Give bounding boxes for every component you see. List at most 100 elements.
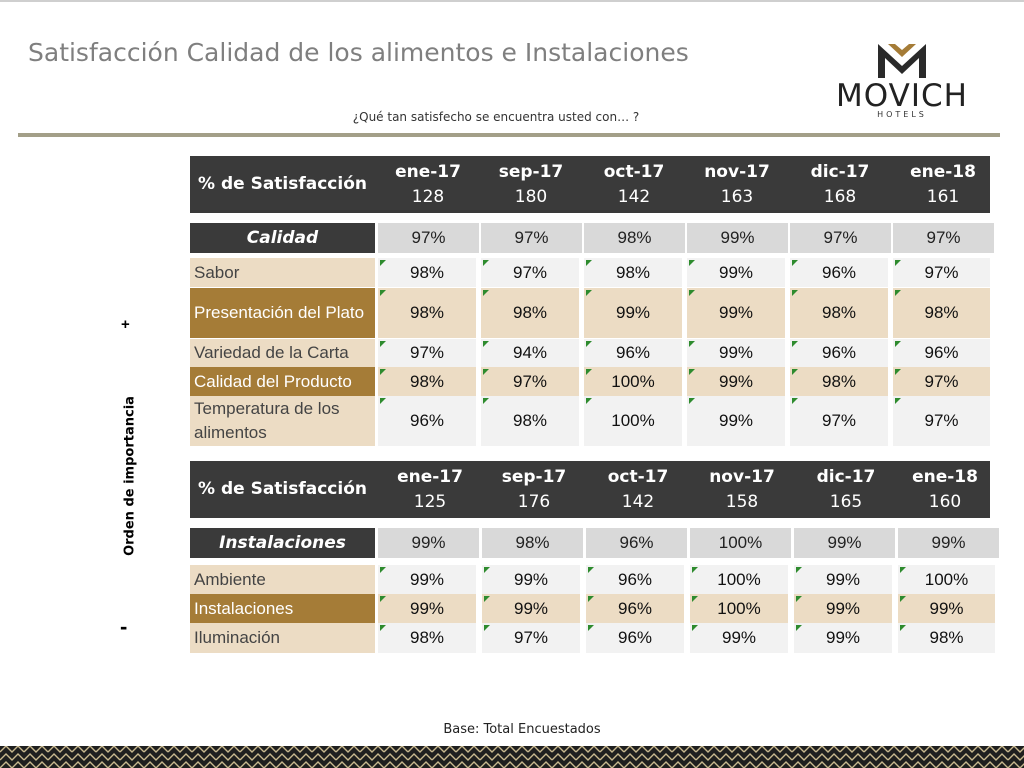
cell-flag-icon [586,290,592,296]
category-value: 99% [687,223,788,253]
page-title: Satisfacción Calidad de los alimentos e … [28,38,689,67]
cell-flag-icon [586,398,592,404]
row-label: Ambiente [190,565,375,594]
row-value: 97% [821,411,857,430]
row-value-cell: 98% [584,258,682,287]
cell-flag-icon [689,260,695,266]
cell-flag-icon [792,369,798,375]
cell-flag-icon [483,369,489,375]
row-value-cell: 96% [893,339,990,367]
cell-flag-icon [792,341,798,347]
row-value-cell: 99% [687,339,785,367]
cell-flag-icon [588,625,594,631]
row-value: 100% [611,371,655,391]
cell-flag-icon [900,625,906,631]
row-value: 96% [617,569,653,589]
cell-flag-icon [588,596,594,602]
row-value: 97% [924,411,959,430]
row-value-cell: 99% [898,594,995,623]
cell-flag-icon [692,567,698,573]
row-value-cell: 100% [690,594,788,623]
cell-flag-icon [689,341,695,347]
header-base-count: 161 [926,187,960,207]
header-column: ene-18 161 [893,160,993,210]
row-value-cell: 96% [790,258,888,287]
row-value-cell: 97% [481,367,579,396]
cell-flag-icon [692,625,698,631]
header-base-count: 158 [725,492,759,512]
row-value: 97% [924,371,959,391]
logo-wordmark: MOVICH [836,78,968,114]
cell-flag-icon [586,341,592,347]
header-month: ene-17 [397,467,463,487]
cell-flag-icon [792,260,798,266]
category-label: Instalaciones [190,528,375,558]
row-value-cell: 100% [898,565,995,594]
row-value: 98% [821,371,857,391]
row-value-cell: 99% [794,594,892,623]
cell-flag-icon [692,596,698,602]
row-value-cell: 99% [482,565,580,594]
row-value: 96% [617,598,653,618]
cell-flag-icon [483,290,489,296]
header-column: ene-18 160 [895,465,995,515]
cell-flag-icon [380,596,386,602]
cell-flag-icon [689,369,695,375]
importance-axis: + Orden de importancia - [104,300,154,660]
header-month: ene-17 [395,162,461,182]
row-value-cell: 98% [378,258,476,287]
row-value: 98% [615,262,651,282]
cell-flag-icon [796,567,802,573]
footer-pattern [0,746,1024,768]
cell-flag-icon [588,567,594,573]
row-value-cell: 97% [893,258,990,287]
row-value-cell: 100% [584,396,682,446]
row-value: 98% [409,262,445,282]
row-value: 96% [924,343,959,362]
row-label: Temperatura de los alimentos [190,396,375,446]
row-value-cell: 99% [687,396,785,446]
header-column: nov-17 158 [692,465,792,515]
row-value: 99% [721,628,757,647]
header-month: ene-18 [910,162,976,182]
cell-flag-icon [796,625,802,631]
row-value-cell: 99% [794,565,892,594]
header-month: sep-17 [498,162,564,182]
footnote-base: Base: Total Encuestados [443,722,601,737]
row-value-cell: 98% [893,288,990,338]
survey-question: ¿Qué tan satisfecho se encuentra usted c… [352,110,640,124]
row-label: Sabor [190,258,375,287]
header-month: nov-17 [704,162,770,182]
cell-flag-icon [586,260,592,266]
row-value: 99% [718,262,754,282]
header-column: dic-17 168 [790,160,890,210]
cell-flag-icon [689,290,695,296]
cell-flag-icon [380,260,386,266]
header-base-count: 180 [514,187,548,207]
row-value-cell: 97% [893,367,990,396]
row-value-cell: 99% [687,288,785,338]
category-value: 99% [378,528,479,558]
movich-monogram-icon [878,44,926,78]
cell-flag-icon [380,341,386,347]
row-value: 100% [611,411,655,430]
header-column: oct-17 142 [584,160,684,210]
row-value-cell: 99% [584,288,682,338]
category-value: 99% [898,528,999,558]
row-value-cell: 99% [378,565,476,594]
row-value-cell: 94% [481,339,579,367]
row-value: 99% [825,628,861,647]
row-label: Variedad de la Carta [190,339,375,367]
category-value: 98% [482,528,583,558]
category-value: 96% [586,528,687,558]
row-value: 98% [512,303,548,322]
row-value-cell: 98% [481,396,579,446]
row-value-cell: 97% [790,396,888,446]
row-value: 99% [929,598,964,618]
header-label: % de Satisfacción [198,174,367,194]
category-value: 97% [378,223,479,253]
row-value-cell: 99% [687,258,785,287]
cell-flag-icon [483,260,489,266]
row-value: 97% [512,262,548,282]
cell-flag-icon [380,625,386,631]
